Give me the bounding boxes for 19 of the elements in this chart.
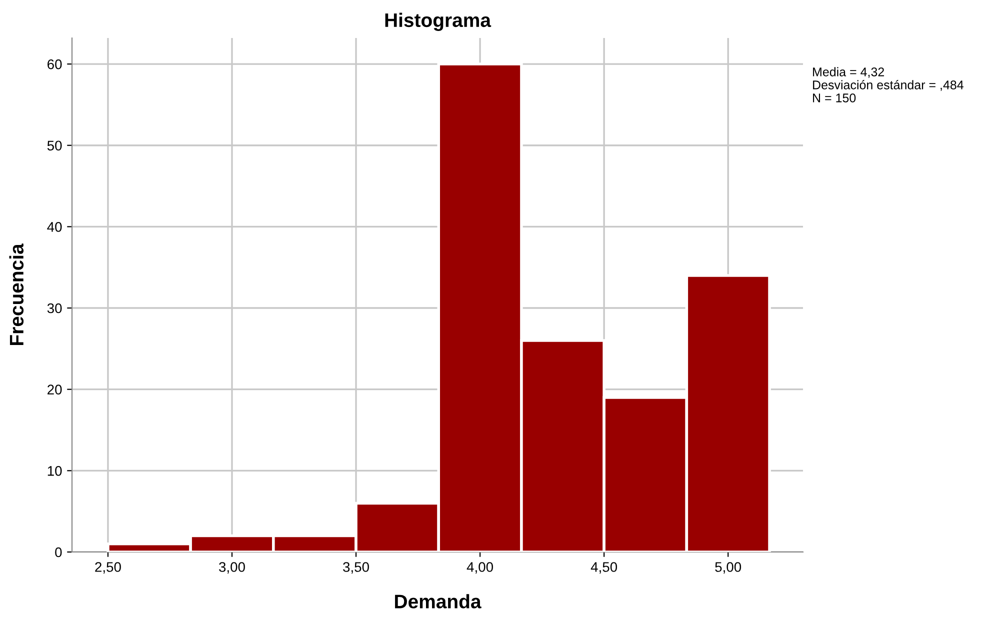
- y-tick-label: 0: [55, 547, 62, 558]
- x-axis-title: Demanda: [395, 594, 482, 608]
- x-tick-label: 4,00: [466, 562, 494, 574]
- y-tick-label: 10: [48, 466, 62, 476]
- text: N = 150: [813, 94, 856, 102]
- y-tick-label: 30: [47, 303, 62, 314]
- chart-title: Histograma: [385, 12, 492, 32]
- text: Media = 4,32: [813, 67, 884, 78]
- x-tick-label: 3,50: [343, 562, 369, 574]
- x-tick-label: 2,50: [95, 562, 121, 574]
- y-tick-label: 20: [48, 384, 62, 395]
- y-tick-label: 40: [47, 222, 62, 232]
- y-tick-label: 50: [47, 140, 62, 151]
- x-tick-label: 3,00: [219, 562, 245, 574]
- text: Desviación estándar = ,484: [813, 80, 964, 91]
- y-tick-label: 60: [48, 59, 62, 70]
- x-tick-label: 5,00: [715, 562, 742, 574]
- x-tick-label: 4,50: [590, 562, 618, 574]
- y-axis-title: Frecuencia: [9, 244, 24, 346]
